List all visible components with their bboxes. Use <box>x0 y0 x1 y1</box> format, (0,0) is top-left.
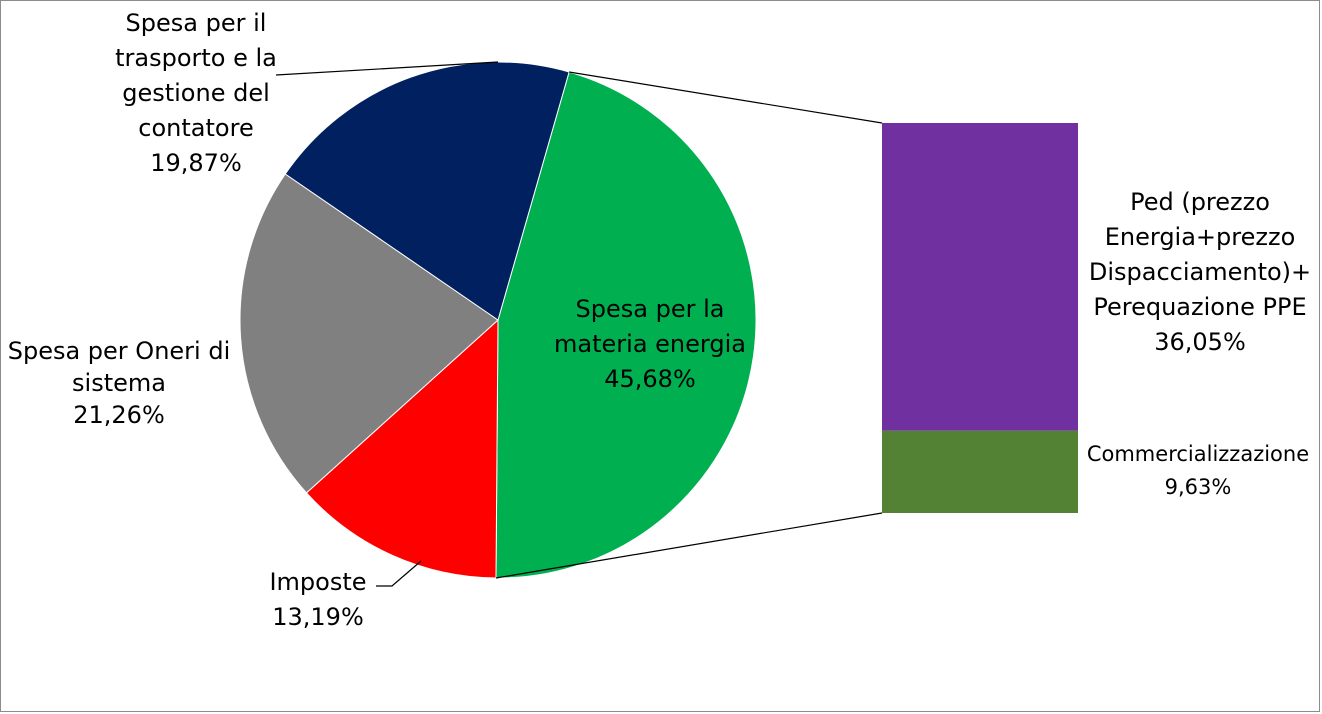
pie-slice-imposte <box>305 318 499 579</box>
connector-line-bottom <box>495 512 883 579</box>
pie-slice-oneri <box>239 173 499 494</box>
bar-segment-ped <box>882 123 1078 431</box>
leader-line-imposte <box>376 560 422 587</box>
leader-line-trasporto <box>275 61 499 76</box>
bar-label-commercializzazione: Commercializzazione 9,63% <box>1087 442 1309 499</box>
pie-label-energia: Spesa per la materia energia 45,68% <box>554 295 746 393</box>
pie-label-trasporto: Spesa per il trasporto e la gestione del co… <box>115 9 277 177</box>
pie-slice-trasporto <box>284 61 570 321</box>
bar-label-ped: Ped (prezzo Energia+prezzo Dispacciamento)… <box>1089 188 1311 356</box>
pie-label-oneri: Spesa per Oneri di sistema 21,26% <box>8 337 231 429</box>
connector-line-top <box>569 71 883 124</box>
pie-slice-energia <box>495 71 757 579</box>
pie-label-imposte: Imposte 13,19% <box>269 568 366 631</box>
bar-segment-commercializzazione <box>882 430 1078 513</box>
